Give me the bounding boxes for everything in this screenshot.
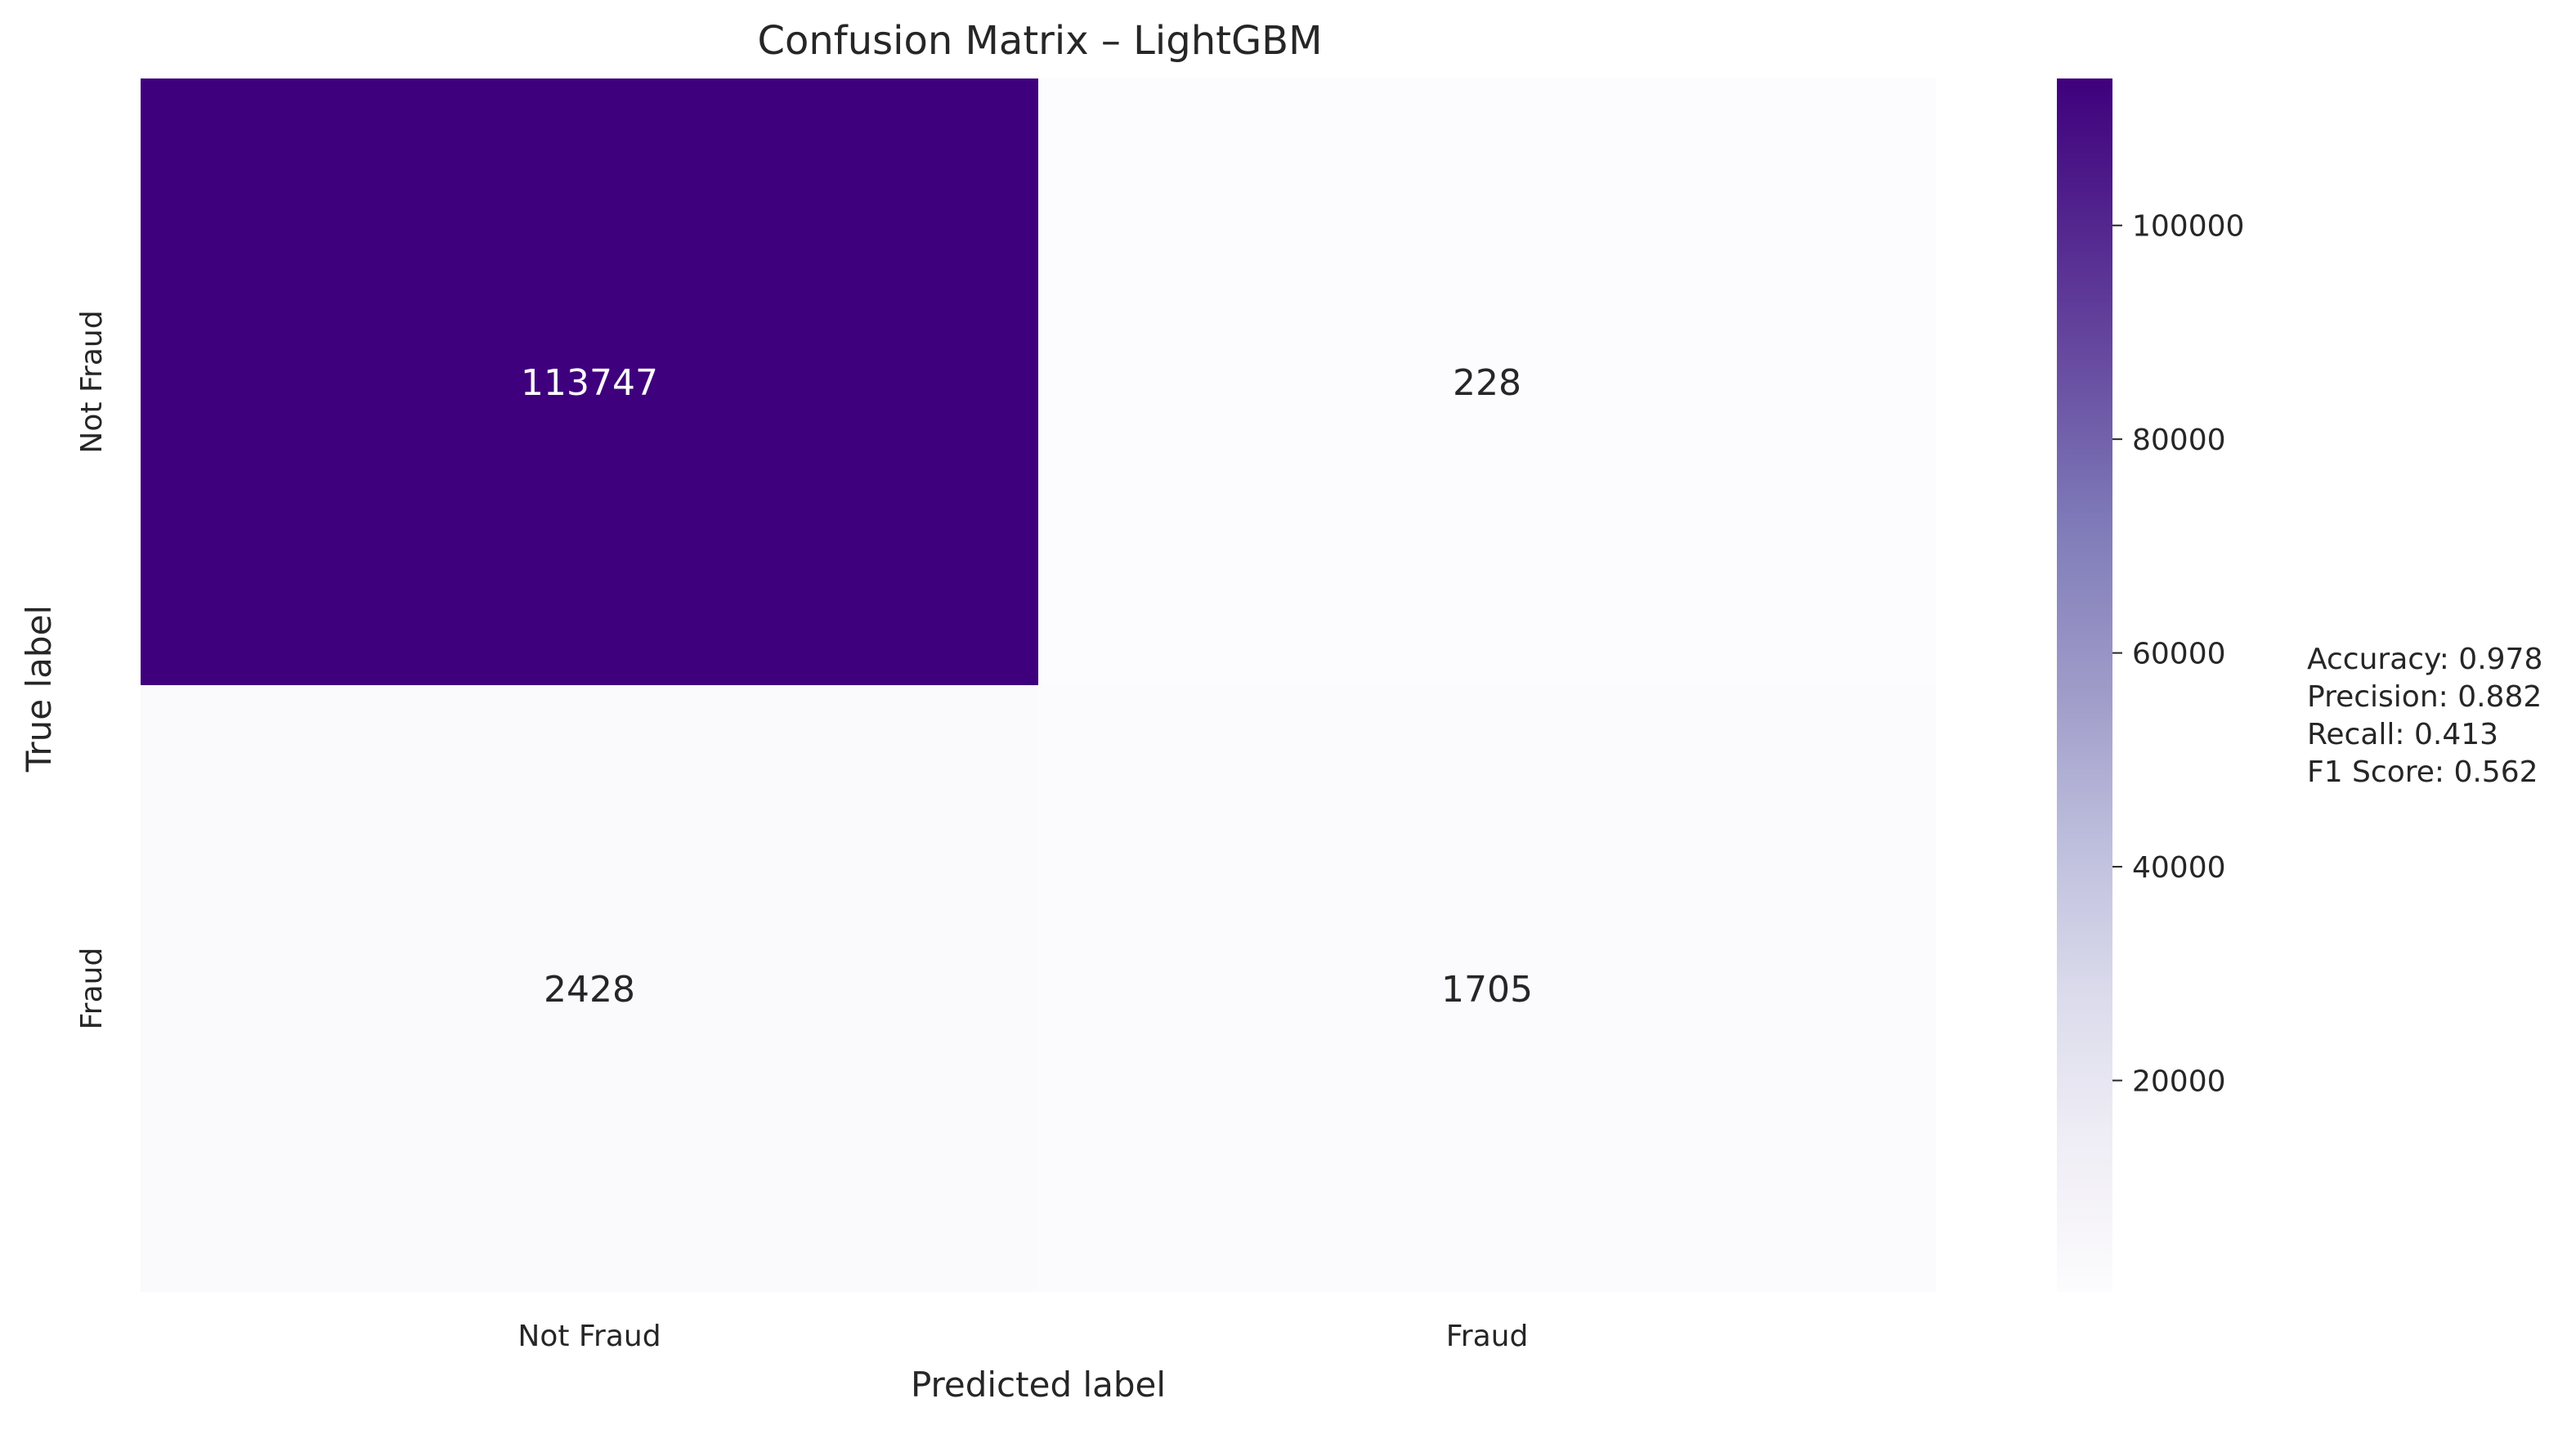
heatmap-cells <box>141 78 1936 1292</box>
heatmap-cell <box>141 78 1038 685</box>
colorbar-tick-label: 40000 <box>2132 851 2226 885</box>
heatmap-cell <box>1038 685 1936 1292</box>
cell-value-label: 228 <box>1453 362 1521 404</box>
colorbar-ticks: 20000 40000 60000 80000 100000 <box>2112 210 2244 1099</box>
x-tick-labels: Not Fraud Fraud <box>517 1320 1528 1353</box>
heatmap-cell <box>1038 78 1936 685</box>
cell-value-label: 2428 <box>544 969 635 1011</box>
x-tick-label: Not Fraud <box>517 1320 661 1353</box>
y-tick-label: Not Fraud <box>75 310 109 453</box>
metrics-annotation: Accuracy: 0.978 Precision: 0.882 Recall: 0… <box>2307 643 2542 789</box>
metric-annotation-line: Accuracy: 0.978 <box>2307 643 2542 676</box>
colorbar-tick-label: 80000 <box>2132 424 2226 457</box>
cell-value-label: 1705 <box>1441 969 1533 1011</box>
y-tick-labels: Not Fraud Fraud <box>75 310 109 1029</box>
y-tick-label: Fraud <box>75 948 109 1030</box>
x-axis-label: Predicted label <box>911 1365 1166 1405</box>
metric-annotation-line: F1 Score: 0.562 <box>2307 755 2538 789</box>
y-axis-label: True label <box>19 605 59 773</box>
colorbar <box>2057 78 2112 1292</box>
chart-title: Confusion Matrix – LightGBM <box>758 18 1323 64</box>
x-tick-label: Fraud <box>1446 1320 1529 1353</box>
cell-value-label: 113747 <box>521 362 658 404</box>
metric-annotation-line: Precision: 0.882 <box>2307 680 2542 714</box>
colorbar-tick-label: 60000 <box>2132 638 2226 671</box>
heatmap-cell <box>141 685 1038 1292</box>
colorbar-tick-label: 20000 <box>2132 1065 2226 1099</box>
metric-annotation-line: Recall: 0.413 <box>2307 718 2498 751</box>
colorbar-tick-label: 100000 <box>2132 210 2244 244</box>
heatmap-cell-labels: 113747 228 2428 1705 <box>521 362 1533 1011</box>
